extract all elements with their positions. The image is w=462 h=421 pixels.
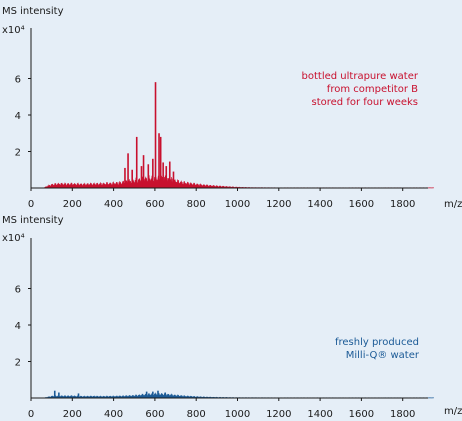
x-tick-label: 1600 [349,199,374,210]
x-tick-label: 800 [187,199,206,210]
top-ms-spectrum-panel: MS intensity x10⁴ m/z bottled ultrapure … [2,6,462,210]
y-tick-label: 4 [15,321,21,332]
x-tick-label: 600 [145,199,164,210]
x-tick-label: 1800 [390,409,415,420]
top-ylabel: MS intensity [2,6,64,17]
bottom-xunit: m/z [444,406,462,417]
x-tick-label: 400 [104,199,123,210]
bottom-ms-spectrum-panel: MS intensity x10⁴ m/z freshly produced Mi… [2,215,462,420]
bottom-axes: 0 200 400 600 800 1000 1200 1400 1600 1800 2 4 6 [15,238,428,420]
y-tick-label: 4 [15,111,21,122]
x-tick-label: 600 [145,409,164,420]
y-tick-label: 6 [15,75,21,86]
annotation-line: stored for four weeks [312,97,419,108]
top-xunit: m/z [444,199,462,210]
x-tick-label: 1400 [307,199,332,210]
x-tick-label: 1200 [266,199,291,210]
annotation-line: freshly produced [335,337,419,348]
top-axes: 0 200 400 600 800 1000 1200 1400 1600 1800 2 4 6 [15,28,428,210]
x-tick-label: 1000 [225,409,250,420]
x-tick-label: 0 [28,409,34,420]
annotation-line: Milli-Q® water [346,350,420,361]
bottom-yunit: x10⁴ [2,233,25,244]
y-tick-label: 6 [15,285,21,296]
bottom-ylabel: MS intensity [2,215,64,226]
x-tick-label: 800 [187,409,206,420]
top-yunit: x10⁴ [2,25,25,36]
x-tick-label: 1800 [390,199,415,210]
y-tick-label: 2 [15,148,21,159]
annotation-line: bottled ultrapure water [302,71,419,82]
x-tick-label: 400 [104,409,123,420]
x-tick-label: 1600 [349,409,374,420]
x-tick-label: 200 [63,409,82,420]
y-tick-label: 2 [15,358,21,369]
x-tick-label: 0 [28,199,34,210]
x-tick-label: 200 [63,199,82,210]
top-series [43,82,434,189]
x-tick-label: 1000 [225,199,250,210]
bottom-annotation: freshly produced Milli-Q® water [335,337,420,361]
x-tick-label: 1400 [307,409,332,420]
top-annotation: bottled ultrapure water from competitor B… [302,71,419,108]
x-tick-label: 1200 [266,409,291,420]
annotation-line: from competitor B [327,84,418,95]
